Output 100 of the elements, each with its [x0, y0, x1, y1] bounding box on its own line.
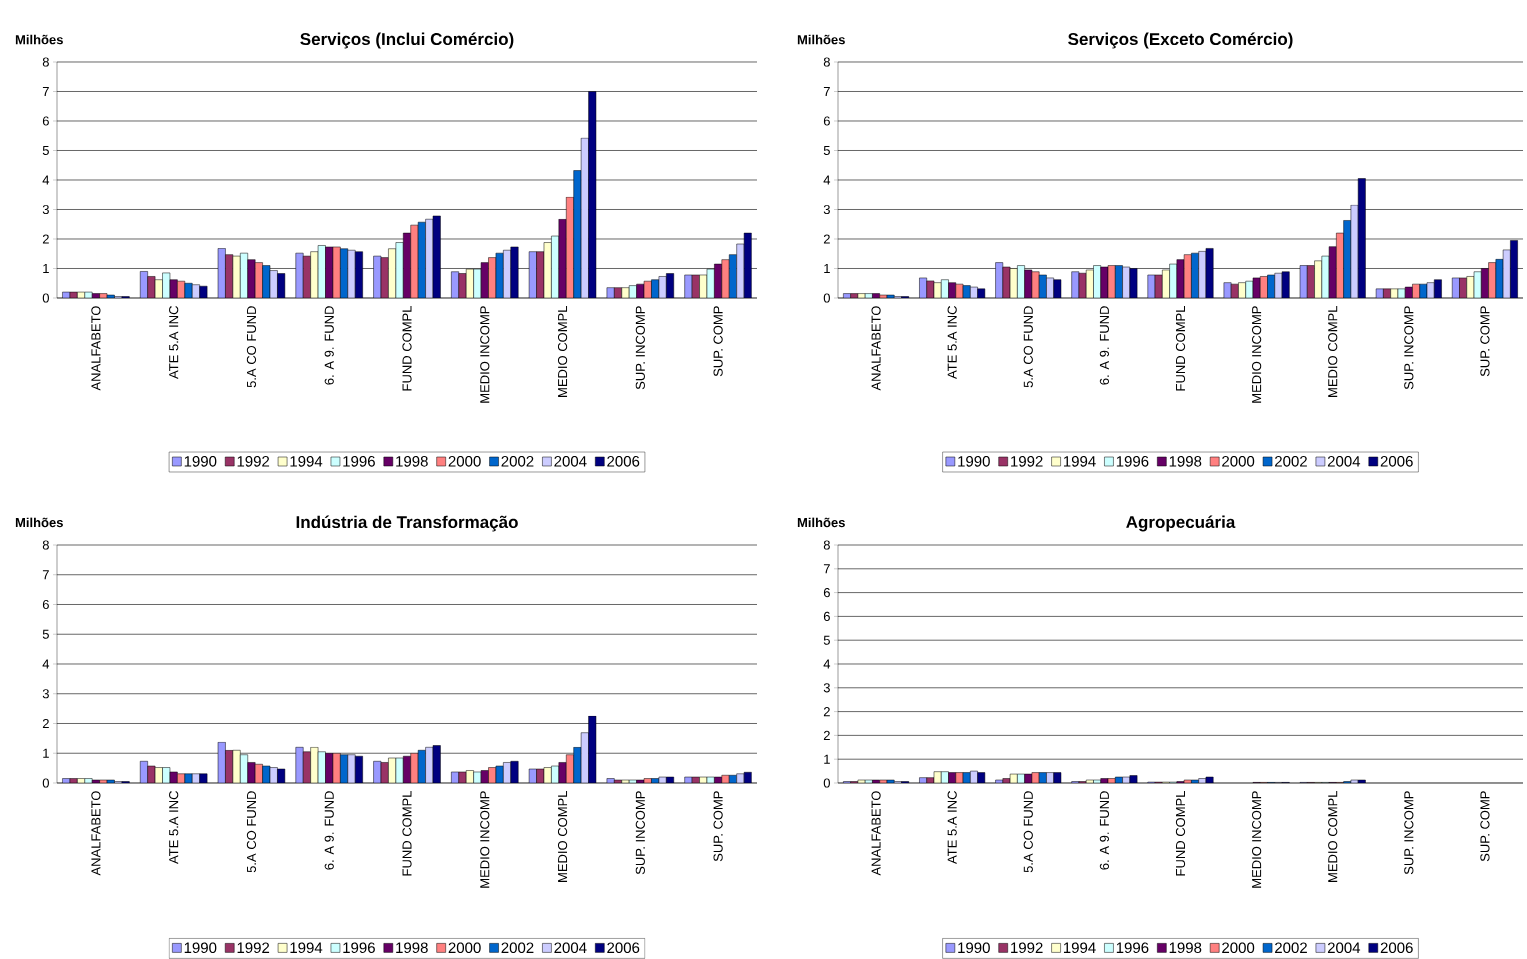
x-tick-label: ATE 5.A INC	[169, 791, 179, 864]
x-tick-label: MEDIO COMPL	[1328, 305, 1338, 397]
y-tick-label: 0	[823, 293, 830, 303]
y-tick-label: 8	[823, 540, 830, 550]
y-tick-label: 6	[42, 116, 49, 126]
y-tick-label: 4	[823, 659, 831, 669]
x-tick-label: MEDIO INCOMP	[480, 791, 490, 888]
legend-label: 2004	[554, 942, 587, 954]
legend-label: 1990	[958, 942, 990, 954]
legend-label: 2006	[1380, 456, 1413, 467]
x-tick-label: SUP. INCOMP	[1404, 306, 1414, 390]
legend-label: 2006	[607, 456, 640, 467]
legend-label: 2004	[1327, 456, 1361, 467]
y-tick-label: 2	[42, 234, 49, 244]
y-tick-label: 0	[42, 778, 49, 788]
x-tick-label: MEDIO INCOMP	[1252, 791, 1262, 888]
chart-title: Serviços (Inclui Comércio)	[300, 32, 514, 49]
y-tick-label: 5	[823, 635, 830, 645]
y-tick-label: 1	[43, 264, 49, 273]
legend-label: 1992	[237, 456, 270, 467]
legend-label: 1992	[1011, 456, 1043, 467]
legend-label: 2002	[1275, 942, 1307, 954]
x-tick-label: SUP. COMP	[1480, 306, 1490, 377]
x-tick-label: MEDIO COMPL	[557, 790, 568, 882]
y-tick-label: 1	[824, 264, 830, 273]
x-tick-label: SUP. COMP	[1480, 791, 1490, 862]
y-tick-label: 5	[42, 629, 49, 639]
x-tick-label: MEDIO COMPL	[1328, 790, 1338, 882]
y-tick-label: 1	[824, 754, 830, 764]
x-tick-label: ANALFABETO	[871, 306, 881, 391]
legend-label: 1998	[396, 456, 428, 467]
x-tick-label: 5.A CO FUND	[1023, 306, 1033, 388]
x-tick-label: FUND COMPL	[402, 305, 412, 391]
legend-label: 1994	[290, 456, 323, 467]
x-tick-label: MEDIO INCOMP	[480, 306, 490, 403]
y-axis-title: Milhões	[797, 517, 845, 528]
legend-label: 1990	[184, 942, 217, 954]
y-tick-label: 2	[42, 718, 49, 729]
x-tick-label: 5.A CO FUND	[1023, 791, 1033, 873]
x-tick-label: ATE 5.A INC	[947, 791, 957, 864]
x-tick-label: 6. A 9. FUND	[324, 791, 334, 870]
legend-label: 2004	[1327, 942, 1361, 954]
legend-label: 1994	[290, 942, 323, 954]
y-tick-label: 3	[42, 689, 49, 699]
x-tick-label: 6. A 9. FUND	[1099, 306, 1109, 385]
y-tick-label: 7	[823, 564, 830, 574]
y-axis-title: Milhões	[15, 34, 63, 45]
legend-label: 1994	[1063, 456, 1096, 467]
chart-title: Agropecuária	[1126, 515, 1236, 532]
legend-label: 2002	[501, 942, 534, 954]
y-tick-label: 5	[823, 145, 830, 156]
x-tick-label: SUP. INCOMP	[635, 791, 645, 875]
y-tick-label: 2	[823, 234, 830, 244]
y-tick-label: 6	[823, 116, 830, 126]
legend-label: 2000	[1222, 942, 1255, 954]
x-tick-label: FUND COMPL	[1175, 305, 1186, 391]
x-tick-label: SUP. INCOMP	[1404, 791, 1414, 875]
y-tick-label: 6	[823, 587, 830, 598]
x-tick-label: ATE 5.A INC	[169, 306, 179, 379]
legend-label: 2000	[1222, 456, 1255, 467]
chart-title: Indústria de Transformação	[296, 515, 518, 532]
legend-label: 1996	[343, 942, 375, 954]
legend-label: 1996	[343, 456, 375, 467]
legend-label: 2006	[1380, 942, 1413, 954]
legend-label: 2006	[607, 942, 640, 954]
x-tick-label: ANALFABETO	[91, 306, 101, 391]
y-tick-label: 8	[823, 57, 830, 67]
y-tick-label: 1	[43, 748, 49, 758]
y-tick-label: 0	[823, 778, 830, 788]
x-tick-label: 6. A 9. FUND	[1099, 791, 1109, 870]
x-tick-label: FUND COMPL	[1175, 790, 1186, 876]
x-tick-label: SUP. COMP	[713, 791, 723, 862]
y-tick-label: 6	[42, 599, 49, 610]
legend-label: 2000	[448, 456, 481, 467]
legend-label: 2004	[554, 456, 587, 467]
x-tick-label: SUP. INCOMP	[635, 306, 645, 390]
y-tick-label: 7	[42, 570, 49, 580]
chart-title: Serviços (Exceto Comércio)	[1068, 32, 1293, 49]
y-tick-label: 3	[823, 204, 830, 215]
legend-label: 2000	[448, 942, 481, 954]
y-tick-label: 8	[42, 57, 49, 67]
legend-label: 1990	[958, 456, 990, 467]
y-axis-title: Milhões	[797, 34, 845, 45]
y-tick-label: 7	[823, 87, 830, 96]
x-tick-label: SUP. COMP	[713, 306, 723, 377]
x-tick-label: 5.A CO FUND	[246, 791, 257, 873]
legend-label: 1996	[1116, 456, 1149, 467]
legend-label: 1998	[1169, 456, 1202, 467]
legend-label: 2002	[501, 456, 534, 467]
x-tick-label: ANALFABETO	[91, 791, 101, 876]
y-tick-label: 2	[823, 730, 830, 740]
legend-label: 1990	[184, 456, 217, 467]
legend-label: 1994	[1063, 942, 1096, 954]
x-tick-label: MEDIO COMPL	[557, 305, 568, 397]
x-tick-label: ANALFABETO	[871, 791, 881, 876]
y-tick-label: 4	[823, 175, 831, 185]
legend-label: 1992	[237, 942, 270, 954]
y-tick-label: 7	[42, 87, 49, 96]
legend-label: 1998	[1169, 942, 1202, 954]
y-tick-label: 3	[823, 683, 830, 693]
